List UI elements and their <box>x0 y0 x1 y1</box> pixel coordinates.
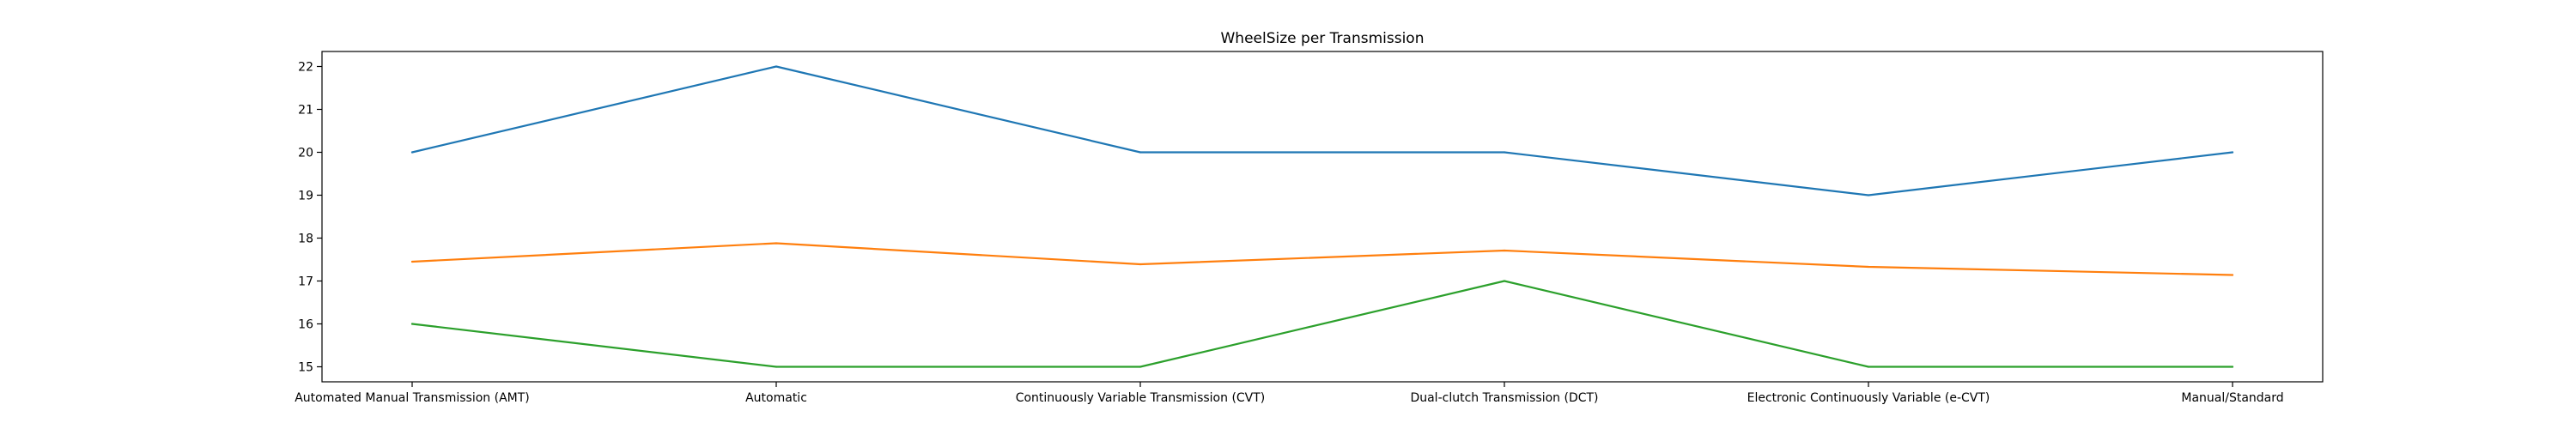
chart-title: WheelSize per Transmission <box>1221 30 1425 47</box>
x-axis: Automated Manual Transmission (AMT) Autom… <box>295 382 2284 405</box>
series-layer <box>410 65 2234 368</box>
series-1-point <box>1503 151 1506 154</box>
y-tick-label: 16 <box>298 318 313 332</box>
x-tick-label: Automatic <box>745 391 807 405</box>
plot-frame <box>321 51 2324 383</box>
y-axis: 15 16 17 18 19 20 21 22 <box>298 61 322 375</box>
series-3-point <box>1867 366 1870 368</box>
series-2-point <box>410 260 414 263</box>
series-2-point <box>2231 274 2234 276</box>
y-tick-label: 22 <box>298 61 313 75</box>
series-line-2 <box>410 242 2234 276</box>
series-1-point <box>2231 151 2234 154</box>
x-tick-label: Continuously Variable Transmission (CVT) <box>1016 391 1266 405</box>
series-2-point <box>1867 265 1870 269</box>
series-1-point <box>1867 194 1870 196</box>
y-tick-label: 17 <box>298 275 313 289</box>
series-1-point <box>410 151 414 154</box>
y-tick-label: 19 <box>298 190 313 203</box>
series-1-point <box>1139 151 1142 154</box>
series-line-3 <box>410 280 2234 368</box>
series-3-point <box>775 366 778 368</box>
x-tick-label: Electronic Continuously Variable (e-CVT) <box>1747 391 1990 405</box>
x-tick-label: Dual-clutch Transmission (DCT) <box>1410 391 1598 405</box>
series-line-1 <box>410 65 2234 196</box>
x-tick-label: Automated Manual Transmission (AMT) <box>295 391 530 405</box>
series-3-point <box>1503 280 1506 282</box>
y-tick-label: 15 <box>298 361 313 375</box>
series-2-point <box>1139 263 1142 266</box>
series-3-point <box>410 323 414 325</box>
series-2-point <box>1503 249 1506 252</box>
series-3-point <box>2231 366 2234 368</box>
series-2-point <box>775 242 778 245</box>
series-3-point <box>1139 366 1142 368</box>
y-tick-label: 21 <box>298 104 313 118</box>
x-tick-label: Manual/Standard <box>2181 391 2283 405</box>
series-1-point <box>775 65 778 68</box>
y-tick-label: 20 <box>298 147 313 160</box>
y-tick-label: 18 <box>298 233 313 246</box>
